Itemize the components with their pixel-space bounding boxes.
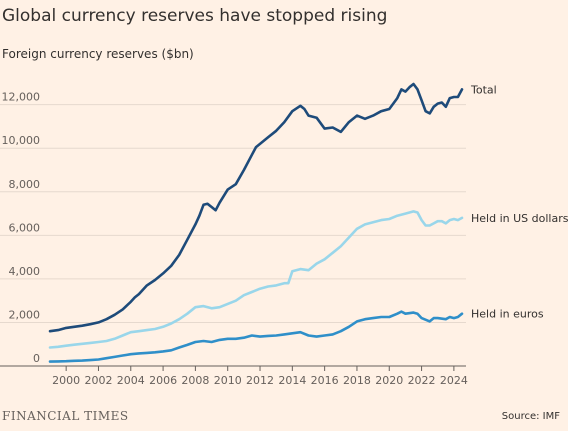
x-tick-label: 2016: [311, 374, 339, 387]
series-label: Held in euros: [471, 308, 544, 321]
x-tick-label: 2006: [149, 374, 177, 387]
chart-title: Global currency reserves have stopped ri…: [2, 6, 388, 26]
x-tick-label: 2004: [117, 374, 145, 387]
series-line-held-in-euros: [48, 310, 464, 363]
source-note: Source: IMF: [501, 411, 560, 422]
x-axis-ticks: 2000 2002 2004 2006 2008 2010 2012 2014 2016 2018…: [52, 366, 468, 387]
ft-logo: FINANCIAL TIMES: [2, 409, 129, 423]
x-tick-label: 2008: [181, 374, 209, 387]
x-tick-label: 2012: [246, 374, 274, 387]
x-tick-label: 2020: [375, 374, 403, 387]
y-tick-label: 0: [33, 352, 40, 365]
x-tick-label: 2010: [214, 374, 242, 387]
series-lines: [48, 82, 464, 363]
x-tick-label: 2024: [440, 374, 468, 387]
y-axis-ticks: 0 2,000 4,000 6,000 8,000 10,000 12,000: [2, 91, 41, 365]
y-tick-label: 2,000: [9, 308, 41, 321]
y-tick-label: 10,000: [2, 134, 41, 147]
series-line-held-in-us-dollars: [48, 210, 464, 349]
series-line-total: [48, 82, 464, 333]
x-tick-label: 2000: [52, 374, 80, 387]
x-tick-label: 2002: [84, 374, 112, 387]
y-tick-label: 6,000: [9, 221, 41, 234]
x-tick-label: 2022: [408, 374, 436, 387]
series-label: Total: [470, 83, 497, 96]
y-tick-label: 4,000: [9, 265, 41, 278]
y-tick-label: 8,000: [9, 178, 41, 191]
gridlines: [0, 104, 466, 367]
chart-subtitle: Foreign currency reserves ($bn): [2, 47, 194, 61]
series-labels: Total Held in US dollars Held in euros: [470, 83, 568, 320]
x-tick-label: 2014: [278, 374, 306, 387]
y-tick-label: 12,000: [2, 91, 41, 104]
series-label: Held in US dollars: [471, 212, 568, 225]
x-tick-label: 2018: [343, 374, 371, 387]
